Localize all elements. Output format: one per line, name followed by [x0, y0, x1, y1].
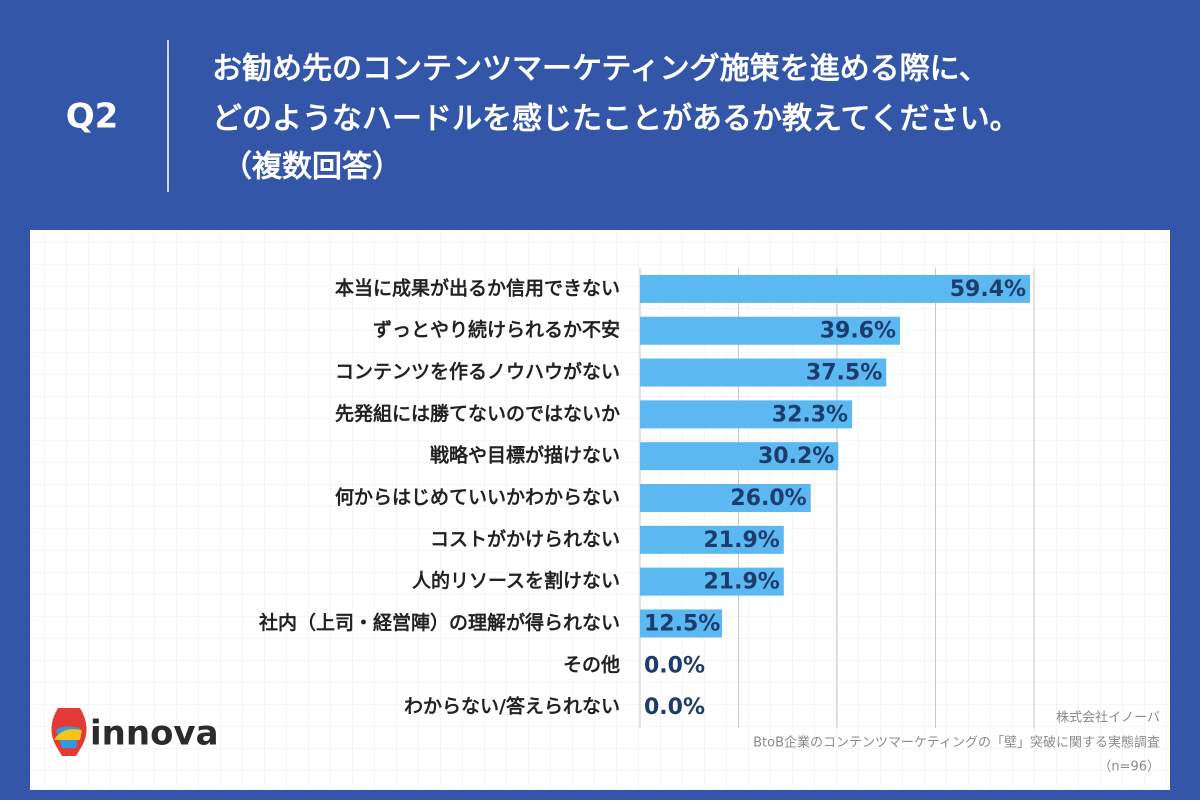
category-label: 先発組には勝てないのではないか: [335, 402, 620, 425]
category-label: コストがかけられない: [430, 527, 620, 550]
logo-icon: [54, 729, 82, 740]
value-label: 12.5%: [644, 611, 720, 636]
value-label: 0.0%: [644, 695, 705, 720]
category-label: 本当に成果が出るか信用できない: [335, 276, 620, 299]
panel-pattern: [30, 230, 1170, 790]
category-label: わからない/答えられない: [404, 695, 620, 718]
value-label: 21.9%: [703, 528, 779, 553]
bar: [640, 567, 784, 596]
bar: [640, 274, 1031, 303]
value-label: 0.0%: [644, 653, 705, 678]
category-label: コンテンツを作るノウハウがない: [335, 360, 620, 383]
value-label: 32.3%: [772, 402, 848, 427]
logo-text: innova: [90, 714, 219, 754]
value-label: 59.4%: [950, 277, 1026, 302]
bar: [640, 442, 839, 471]
value-label: 39.6%: [820, 319, 896, 344]
category-label: 人的リソースを割けない: [412, 569, 620, 592]
question-label: Q2: [66, 97, 119, 137]
value-label: 21.9%: [703, 570, 779, 595]
bar: [640, 525, 784, 554]
bar: [640, 400, 853, 429]
title-line: （複数回答）: [222, 150, 402, 185]
note: BtoB企業のコンテンツマーケティングの「壁」突破に関する実態調査: [753, 735, 1160, 751]
bar: [640, 609, 723, 638]
category-label: ずっとやり続けられるか不安: [373, 318, 620, 341]
category-label: 戦略や目標が描けない: [430, 444, 620, 467]
category-label: 何からはじめていいかわからない: [335, 486, 620, 509]
logo: innova: [51, 708, 219, 756]
note: 株式会社イノーバ: [1056, 710, 1160, 726]
bar: [640, 316, 901, 345]
title-line: どのようなハードルを感じたことがあるか教えてください。: [212, 102, 1020, 137]
bar: [640, 358, 887, 387]
category-label: その他: [563, 653, 620, 676]
note: （n=96）: [1098, 760, 1160, 775]
value-label: 26.0%: [730, 486, 806, 511]
category-label: 社内（上司・経営陣）の理解が得られない: [258, 611, 620, 634]
title-line: お勧め先のコンテンツマーケティング施策を進める際に、: [212, 52, 989, 87]
bar: [640, 484, 811, 512]
value-label: 37.5%: [806, 361, 882, 386]
value-label: 30.2%: [758, 444, 834, 469]
